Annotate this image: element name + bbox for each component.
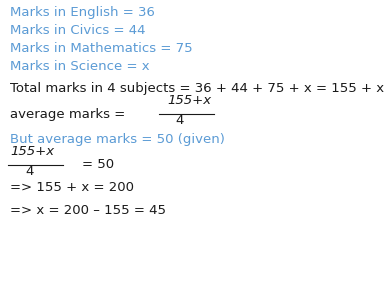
Text: 155+x: 155+x <box>167 94 211 107</box>
Text: 4: 4 <box>25 165 33 178</box>
Text: => x = 200 – 155 = 45: => x = 200 – 155 = 45 <box>10 204 166 217</box>
Text: But average marks = 50 (given): But average marks = 50 (given) <box>10 133 225 146</box>
Text: Marks in Mathematics = 75: Marks in Mathematics = 75 <box>10 42 193 55</box>
Text: Marks in Science = x: Marks in Science = x <box>10 60 150 73</box>
Text: 155+x: 155+x <box>10 145 54 158</box>
Text: 4: 4 <box>175 114 183 127</box>
Text: Marks in Civics = 44: Marks in Civics = 44 <box>10 24 146 37</box>
Text: average marks =: average marks = <box>10 108 130 121</box>
Text: = 50: = 50 <box>82 158 114 171</box>
Text: => 155 + x = 200: => 155 + x = 200 <box>10 181 134 194</box>
Text: Total marks in 4 subjects = 36 + 44 + 75 + x = 155 + x: Total marks in 4 subjects = 36 + 44 + 75… <box>10 82 384 95</box>
Text: Marks in English = 36: Marks in English = 36 <box>10 6 155 19</box>
